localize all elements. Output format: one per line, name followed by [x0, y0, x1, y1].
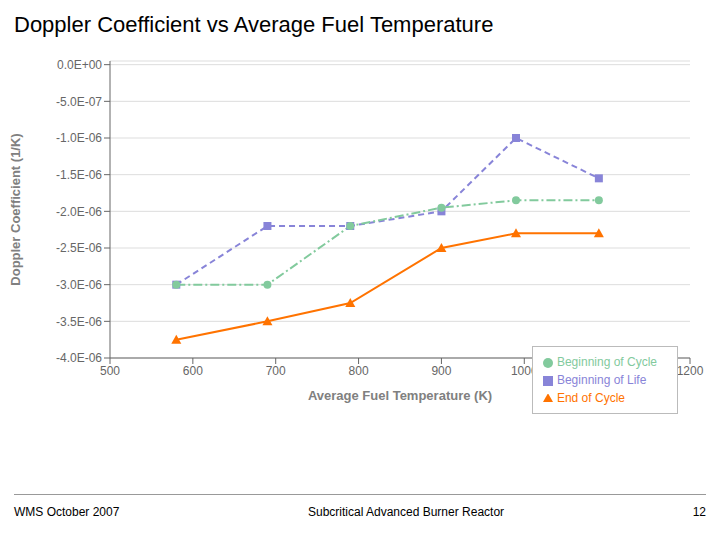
svg-text:0.0E+00: 0.0E+00	[57, 58, 102, 72]
svg-text:800: 800	[349, 364, 369, 378]
svg-text:1000: 1000	[511, 364, 538, 378]
svg-text:-2.0E-06: -2.0E-06	[56, 205, 102, 219]
svg-text:600: 600	[183, 364, 203, 378]
svg-text:500: 500	[100, 364, 120, 378]
svg-text:-4.0E-06: -4.0E-06	[56, 351, 102, 365]
svg-text:-2.5E-06: -2.5E-06	[56, 241, 102, 255]
svg-text:700: 700	[266, 364, 286, 378]
svg-text:-3.0E-06: -3.0E-06	[56, 278, 102, 292]
svg-text:900: 900	[431, 364, 451, 378]
svg-text:-3.5E-06: -3.5E-06	[56, 315, 102, 329]
svg-text:1100: 1100	[594, 364, 620, 378]
svg-text:-1.5E-06: -1.5E-06	[56, 168, 102, 182]
svg-text:-1.0E-06: -1.0E-06	[56, 131, 102, 145]
svg-text:Average Fuel Temperature (K): Average Fuel Temperature (K)	[308, 388, 492, 403]
svg-text:1200: 1200	[677, 364, 704, 378]
svg-text:Doppler Coefficient (1/K): Doppler Coefficient (1/K)	[8, 133, 23, 285]
svg-text:-5.0E-07: -5.0E-07	[56, 95, 102, 109]
